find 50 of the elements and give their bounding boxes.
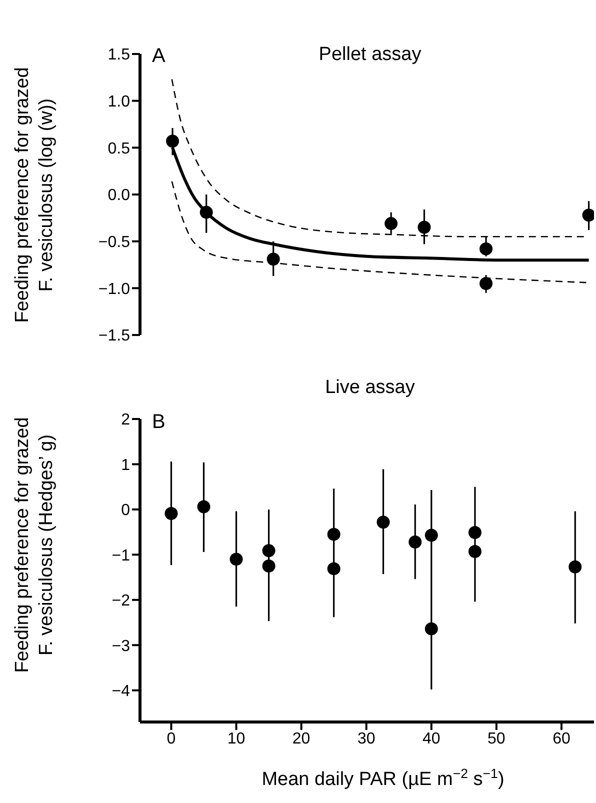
y-tick-label: −3	[112, 638, 130, 655]
y-tick-label: 1.5	[108, 46, 130, 64]
point	[468, 526, 482, 540]
y-tick-label: 1	[121, 456, 130, 474]
y-tick-label: 0.5	[108, 140, 130, 158]
point	[384, 217, 398, 230]
point	[266, 252, 280, 266]
chart-title: Live assay	[325, 377, 416, 398]
x-tick-label: 40	[422, 730, 440, 748]
y-tick-label: −4	[112, 683, 130, 700]
y-tick-label: 0.0	[108, 187, 130, 204]
point	[327, 562, 340, 576]
point	[166, 134, 180, 148]
point	[480, 276, 493, 290]
x-tick-label: 30	[357, 730, 376, 748]
x-tick-label: 50	[488, 730, 506, 748]
y-tick-label: −1	[112, 547, 130, 564]
y-tick-label: 0	[121, 502, 130, 520]
point	[262, 559, 276, 572]
point	[376, 516, 390, 529]
x-tick-label: 0	[166, 730, 176, 748]
x-tick-label: 20	[292, 730, 310, 748]
point	[424, 622, 438, 636]
point	[408, 536, 422, 549]
annotation: B	[152, 411, 166, 433]
y-axis-title: Feeding preference for grazed F. vesiculosus (log (w))	[12, 67, 57, 323]
point	[480, 242, 493, 256]
point	[424, 528, 438, 542]
y-tick-label: −2	[112, 592, 130, 610]
point	[197, 500, 210, 514]
x-axis-title: Mean daily PAR (µE m$^{−2}$ s$^{−1}$)	[262, 766, 504, 790]
y-tick-label: −1.0	[98, 280, 130, 298]
y-tick-label: 2	[121, 412, 130, 429]
y-tick-label: −0.5	[98, 234, 130, 252]
point	[200, 206, 213, 219]
chart-title: Pellet assay	[318, 44, 422, 65]
point	[468, 545, 482, 558]
y-tick-label: −1.5	[98, 328, 130, 345]
point	[164, 507, 178, 520]
point	[582, 208, 594, 222]
point	[262, 544, 276, 558]
point	[568, 560, 582, 574]
x-tick-label: 10	[227, 730, 246, 748]
annotation: A	[152, 45, 166, 67]
point	[418, 220, 431, 234]
y-axis-title: Feeding preference for grazed F. vesiculosus (Hedges’ g)	[12, 417, 57, 673]
y-tick-label: 1.0	[108, 94, 130, 111]
point	[230, 552, 243, 566]
point	[327, 528, 340, 541]
x-tick-label: 60	[552, 730, 570, 748]
